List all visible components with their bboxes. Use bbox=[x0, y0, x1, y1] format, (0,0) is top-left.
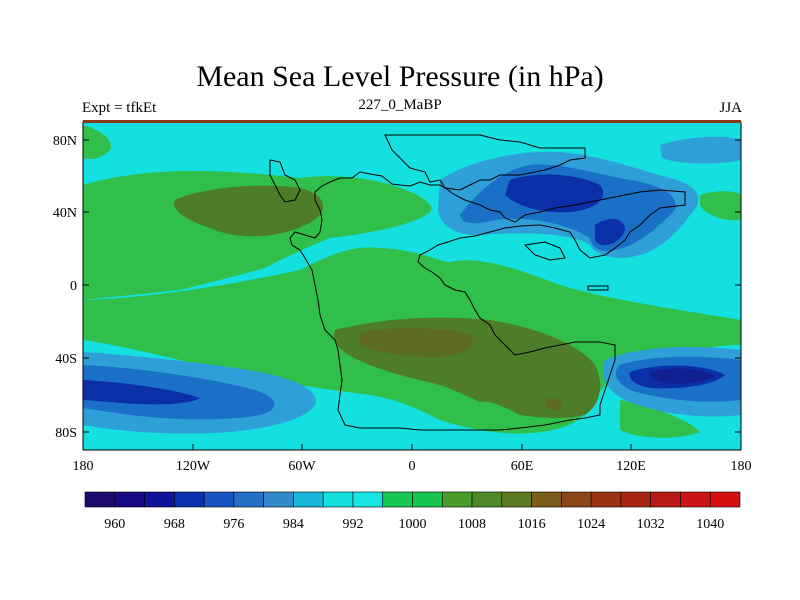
colorbar-label: 960 bbox=[104, 517, 125, 532]
colorbar-swatch bbox=[501, 491, 532, 508]
colorbar-label: 1016 bbox=[518, 517, 546, 532]
colorbar-swatch bbox=[144, 491, 175, 508]
colorbar-label: 976 bbox=[223, 517, 244, 532]
lon-label: 180 bbox=[731, 459, 752, 474]
lon-label: 60E bbox=[511, 459, 534, 474]
axes: 80N 40N 0 40S 80S 180 120W 60W 0 60E 120E 180 bbox=[53, 134, 752, 474]
colorbar-swatch bbox=[352, 491, 384, 508]
colorbar-swatch bbox=[709, 491, 741, 508]
colorbar-swatch bbox=[84, 491, 116, 508]
colorbar-swatch bbox=[174, 491, 205, 508]
lat-label: 0 bbox=[70, 279, 77, 294]
lat-label: 40N bbox=[53, 206, 77, 221]
colorbar-swatch bbox=[382, 491, 413, 508]
colorbar-label: 1008 bbox=[458, 517, 486, 532]
lat-label: 40S bbox=[55, 352, 77, 367]
plot-top-edge bbox=[83, 120, 741, 123]
map-title: Mean Sea Level Pressure (in hPa) bbox=[196, 60, 604, 93]
colorbar-swatch bbox=[322, 491, 354, 508]
colorbar-swatch bbox=[650, 491, 681, 508]
colorbar-swatch bbox=[590, 491, 622, 508]
colorbar-swatch bbox=[680, 491, 711, 508]
colorbar-label: 968 bbox=[164, 517, 185, 532]
colorbar-label: 984 bbox=[283, 517, 304, 532]
season-label: JJA bbox=[719, 100, 742, 116]
lat-label: 80S bbox=[55, 426, 77, 441]
colorbar-swatch bbox=[561, 491, 592, 508]
lon-label: 0 bbox=[409, 459, 416, 474]
lat-label: 80N bbox=[53, 134, 77, 149]
colorbar-swatch bbox=[471, 491, 503, 508]
colorbar-swatch bbox=[620, 491, 651, 508]
lon-label: 120W bbox=[176, 459, 211, 474]
lon-label: 60W bbox=[288, 459, 316, 474]
colorbar-swatch bbox=[114, 491, 145, 508]
colorbar-swatch bbox=[441, 491, 473, 508]
colorbar-swatch bbox=[531, 491, 562, 508]
colorbar-label: 1024 bbox=[577, 517, 605, 532]
colorbar-label: 992 bbox=[342, 517, 363, 532]
experiment-label: Expt = tfkEt bbox=[82, 100, 157, 116]
colorbar-swatch bbox=[263, 491, 294, 508]
colorbar-swatch bbox=[203, 491, 235, 508]
contour-fields bbox=[83, 122, 741, 450]
lon-label: 180 bbox=[73, 459, 94, 474]
colorbar-swatch bbox=[233, 491, 264, 508]
lon-label: 120E bbox=[616, 459, 646, 474]
colorbar-label: 1040 bbox=[696, 517, 724, 532]
colorbar-swatch bbox=[412, 491, 443, 508]
colorbar: 960 968 976 984 992 1000 1008 1016 1024 1032 1040 bbox=[84, 491, 741, 532]
colorbar-label: 1032 bbox=[637, 517, 665, 532]
colorbar-swatch bbox=[293, 491, 324, 508]
time-label: 227_0_MaBP bbox=[358, 97, 442, 113]
colorbar-label: 1000 bbox=[399, 517, 427, 532]
